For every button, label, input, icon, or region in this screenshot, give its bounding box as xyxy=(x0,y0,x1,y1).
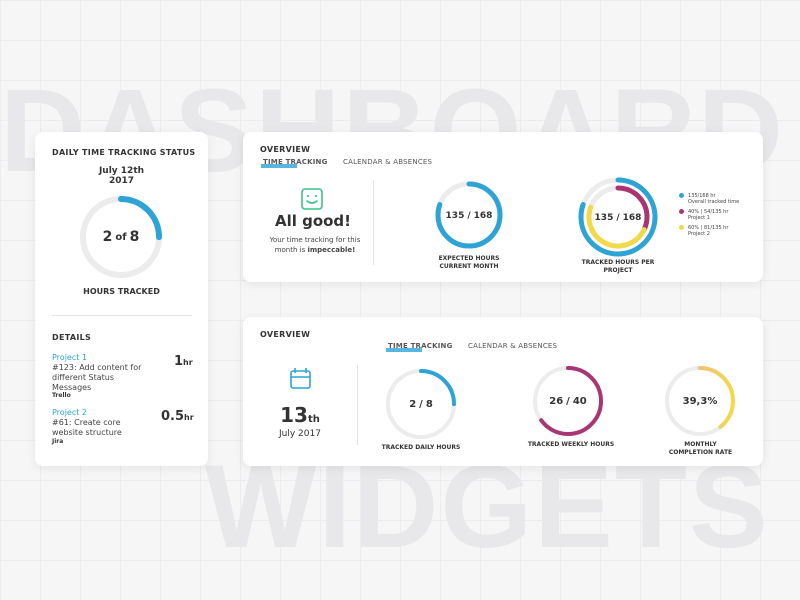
legend-label: 135/168 hr xyxy=(688,193,716,199)
amount: 1 xyxy=(174,354,184,369)
project-name[interactable]: Project 1 xyxy=(52,353,88,362)
ring-value: 2 of 8 xyxy=(103,229,140,245)
ring-caption: TRACKED DAILY HOURS xyxy=(381,444,461,451)
card-title: DAILY TIME TRACKING STATUS xyxy=(52,148,196,157)
tab-indicator xyxy=(261,164,297,168)
legend: 135/168 hr Overall tracked time 40% | 54/1… xyxy=(679,193,739,241)
legend-sub: Overall tracked time xyxy=(688,199,740,205)
ring-arc xyxy=(586,185,650,249)
legend-sub: Project 2 xyxy=(688,231,710,237)
caption: HOURS TRACKED xyxy=(83,287,160,296)
tab[interactable]: TIME TRACKING xyxy=(263,158,328,166)
ring-caption: EXPECTED HOURS CURRENT MONTH xyxy=(438,255,500,270)
ring-arc xyxy=(435,181,503,249)
separator: / xyxy=(616,213,620,223)
project-task: #123: Add content for different Status M… xyxy=(52,363,142,392)
ring-arc xyxy=(386,369,456,439)
legend-swatch xyxy=(679,193,684,198)
ring-arc xyxy=(533,366,603,436)
date: July 12th xyxy=(98,166,145,176)
value: 2 xyxy=(103,229,113,245)
day-number: 13 xyxy=(280,403,308,427)
status-text: Your time tracking for this month is imp… xyxy=(265,235,365,255)
ring-caption: TRACKED HOURS PER PROJECT xyxy=(581,259,655,274)
legend-sub: Project 1 xyxy=(688,215,710,221)
overview-card: OVERVIEW TIME TRACKING CALENDAR & ABSENC… xyxy=(243,132,763,282)
legend-item: 60% | 81/135 hr Project 2 xyxy=(679,225,739,241)
ring-caption: MONTHLY COMPLETION RATE xyxy=(668,441,733,456)
legend-swatch xyxy=(679,209,684,214)
day: 13th xyxy=(243,403,357,427)
ring-arc xyxy=(80,196,162,278)
card-title: OVERVIEW xyxy=(260,145,311,154)
value: 40 xyxy=(573,396,587,407)
value: 8 xyxy=(426,399,433,410)
value: 2 xyxy=(409,399,416,410)
ring-value: 135/168 xyxy=(595,213,642,223)
ring-value: 39,3% xyxy=(683,396,718,407)
legend-swatch xyxy=(679,225,684,230)
legend-item: 135/168 hr Overall tracked time xyxy=(679,193,739,209)
divider xyxy=(357,365,358,445)
divider xyxy=(52,315,192,316)
ring-value: 26/40 xyxy=(549,396,587,407)
project-board: Jira xyxy=(52,438,64,445)
ring-caption: TRACKED WEEKLY HOURS xyxy=(527,441,615,448)
tab[interactable]: CALENDAR & ABSENCES xyxy=(343,158,433,166)
status-text-bold: impeccable! xyxy=(307,246,356,254)
legend-label: 40% | 54/135 hr xyxy=(688,209,729,215)
overview-card: OVERVIEW TIME TRACKING CALENDAR & ABSENC… xyxy=(243,317,763,466)
status-title: All good! xyxy=(274,212,352,230)
value: 135 xyxy=(595,213,614,223)
unit: hr xyxy=(184,413,194,422)
project-name[interactable]: Project 2 xyxy=(52,408,88,417)
card-title: OVERVIEW xyxy=(260,330,311,339)
value: 168 xyxy=(623,213,642,223)
ring-value: 2/8 xyxy=(409,399,433,410)
project-amount: 1hr xyxy=(174,354,193,369)
ring-value: 135/168 xyxy=(446,211,493,221)
project-amount: 0.5hr xyxy=(161,409,194,424)
value: 8 xyxy=(130,229,140,245)
unit: hr xyxy=(183,358,193,367)
smiley-icon xyxy=(301,188,323,210)
ring-arc xyxy=(665,366,735,436)
tab[interactable]: TIME TRACKING xyxy=(388,342,453,350)
ring-arc xyxy=(586,185,650,249)
separator: / xyxy=(566,396,570,407)
value: 135 xyxy=(446,211,465,221)
divider xyxy=(373,180,374,265)
daily-card: DAILY TIME TRACKING STATUS July 12th 201… xyxy=(35,132,208,466)
section-title: DETAILS xyxy=(52,333,92,342)
ring-arc xyxy=(578,177,658,257)
status-text-plain: Your time tracking for this month is xyxy=(269,236,361,254)
value: 26 xyxy=(549,396,563,407)
separator: / xyxy=(467,211,471,221)
amount: 0.5 xyxy=(161,409,185,424)
year: 2017 xyxy=(108,176,135,186)
tab[interactable]: CALENDAR & ABSENCES xyxy=(468,342,558,350)
value: 168 xyxy=(474,211,493,221)
tab-indicator xyxy=(386,348,422,352)
separator: / xyxy=(419,399,423,410)
month-year: July 2017 xyxy=(279,429,321,439)
legend-item: 40% | 54/135 hr Project 1 xyxy=(679,209,739,225)
calendar-icon xyxy=(290,368,311,389)
project-task: #61: Create core website structure xyxy=(52,418,122,437)
legend-label: 60% | 81/135 hr xyxy=(688,225,729,231)
project-board: Trello xyxy=(52,392,71,399)
day-suffix: th xyxy=(307,414,320,425)
separator: of xyxy=(115,232,127,243)
background-word: WIDGETS xyxy=(205,441,770,573)
